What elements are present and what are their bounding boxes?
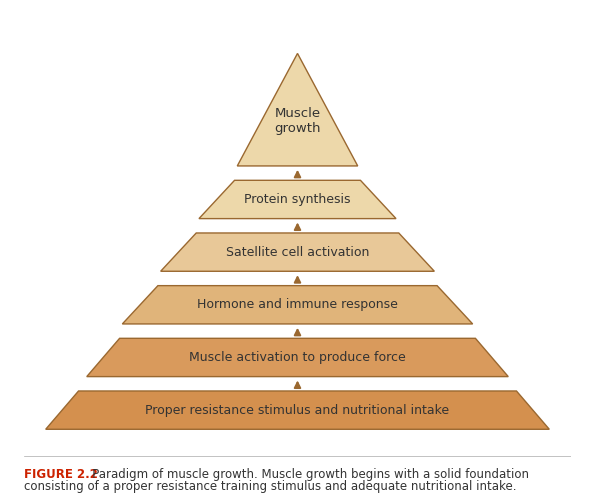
Polygon shape [87,338,508,376]
Text: consisting of a proper resistance training stimulus and adequate nutritional int: consisting of a proper resistance traini… [24,480,516,493]
Text: FIGURE 2.2: FIGURE 2.2 [24,468,98,481]
Text: Hormone and immune response: Hormone and immune response [197,298,398,311]
Polygon shape [237,53,358,166]
Polygon shape [161,233,434,271]
Text: Paradigm of muscle growth. Muscle growth begins with a solid foundation: Paradigm of muscle growth. Muscle growth… [82,468,530,481]
Text: Protein synthesis: Protein synthesis [245,193,350,206]
Text: Satellite cell activation: Satellite cell activation [226,245,369,259]
Text: Proper resistance stimulus and nutritional intake: Proper resistance stimulus and nutrition… [145,404,450,417]
Polygon shape [199,180,396,219]
Text: Muscle activation to produce force: Muscle activation to produce force [189,351,406,364]
Polygon shape [123,286,472,324]
Text: Muscle
growth: Muscle growth [274,107,321,135]
Polygon shape [46,391,549,429]
